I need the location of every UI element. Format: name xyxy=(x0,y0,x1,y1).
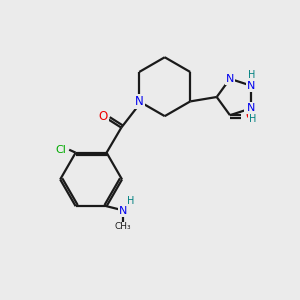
Text: O: O xyxy=(98,110,108,123)
Text: O: O xyxy=(245,109,254,122)
Text: N: N xyxy=(135,95,144,108)
Text: H: H xyxy=(127,196,135,206)
Text: CH₃: CH₃ xyxy=(115,222,131,231)
Text: N: N xyxy=(118,206,127,216)
Text: H: H xyxy=(249,114,256,124)
Text: N: N xyxy=(226,74,234,84)
Text: N: N xyxy=(247,81,256,91)
Text: Cl: Cl xyxy=(56,145,66,155)
Text: H: H xyxy=(248,70,256,80)
Text: N: N xyxy=(247,103,256,113)
